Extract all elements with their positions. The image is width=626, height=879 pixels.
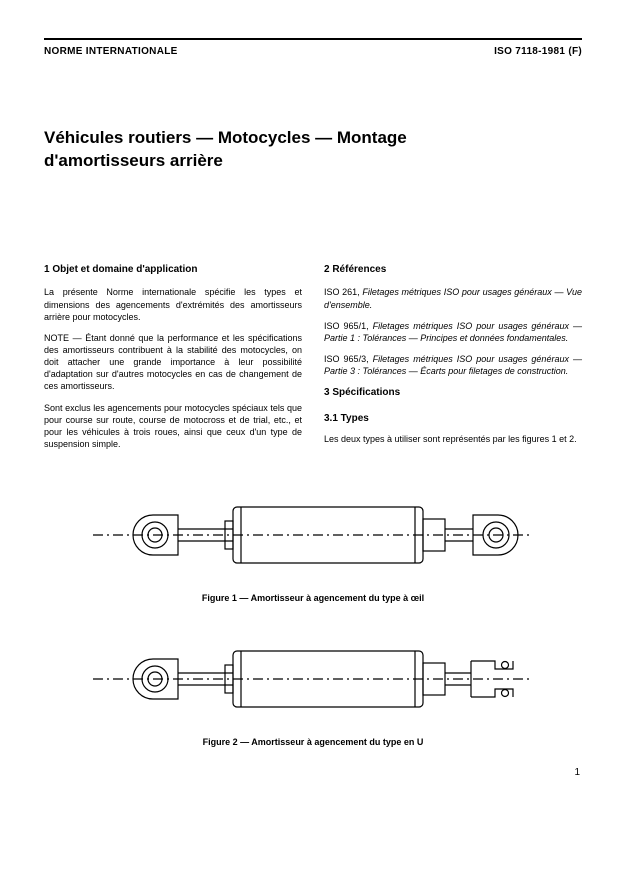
section-3-heading: 3 Spécifications [324, 386, 582, 400]
ref-1-title: Filetages métriques ISO pour usages géné… [324, 287, 582, 309]
ref-3-code: ISO 965/3, [324, 354, 373, 364]
ref-2-code: ISO 965/1, [324, 321, 373, 331]
ref-2: ISO 965/1, Filetages métriques ISO pour … [324, 320, 582, 344]
section-1-heading: 1 Objet et domaine d'application [44, 263, 302, 277]
document-page: NORME INTERNATIONALE ISO 7118-1981 (F) V… [0, 0, 626, 798]
two-column-body: 1 Objet et domaine d'application La prés… [44, 263, 582, 459]
figure-2: Figure 2 — Amortisseur à agencement du t… [44, 629, 582, 747]
section-1-para-2: Sont exclus les agencements pour motocyc… [44, 402, 302, 451]
shock-absorber-u-icon [93, 629, 533, 729]
ref-1-code: ISO 261, [324, 287, 362, 297]
header-right: ISO 7118-1981 (F) [494, 46, 582, 57]
left-column: 1 Objet et domaine d'application La prés… [44, 263, 302, 459]
section-2-heading: 2 Références [324, 263, 582, 277]
ref-3: ISO 965/3, Filetages métriques ISO pour … [324, 353, 582, 377]
figure-1-caption: Figure 1 — Amortisseur à agencement du t… [44, 593, 582, 603]
page-number: 1 [44, 767, 582, 778]
section-1-note: NOTE — Étant donné que la performance et… [44, 332, 302, 393]
section-3-1-para: Les deux types à utiliser sont représent… [324, 433, 582, 445]
figure-1: Figure 1 — Amortisseur à agencement du t… [44, 485, 582, 603]
section-3-1-heading: 3.1 Types [324, 412, 582, 426]
ref-1: ISO 261, Filetages métriques ISO pour us… [324, 286, 582, 310]
right-column: 2 Références ISO 261, Filetages métrique… [324, 263, 582, 459]
document-title: Véhicules routiers — Motocycles — Montag… [44, 127, 514, 173]
figure-2-caption: Figure 2 — Amortisseur à agencement du t… [44, 737, 582, 747]
top-rule [44, 38, 582, 40]
shock-absorber-eye-icon [93, 485, 533, 585]
section-1-para-1: La présente Norme internationale spécifi… [44, 286, 302, 322]
header-left: NORME INTERNATIONALE [44, 46, 178, 57]
header-row: NORME INTERNATIONALE ISO 7118-1981 (F) [44, 46, 582, 57]
